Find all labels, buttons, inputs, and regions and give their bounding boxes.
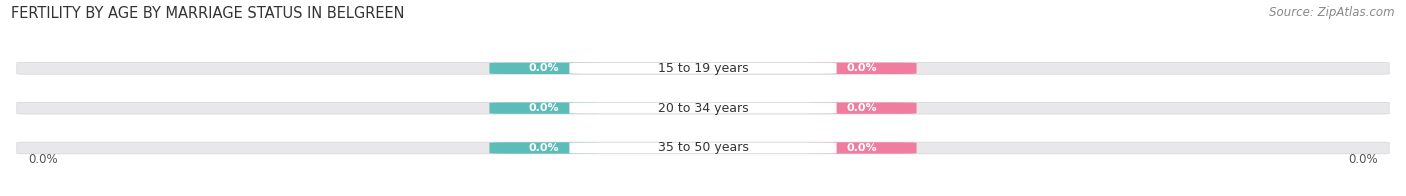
Text: 0.0%: 0.0%	[846, 143, 877, 153]
FancyBboxPatch shape	[489, 142, 599, 154]
FancyBboxPatch shape	[569, 142, 837, 154]
Text: 0.0%: 0.0%	[529, 63, 560, 73]
FancyBboxPatch shape	[489, 103, 599, 114]
Text: 0.0%: 0.0%	[846, 63, 877, 73]
Text: FERTILITY BY AGE BY MARRIAGE STATUS IN BELGREEN: FERTILITY BY AGE BY MARRIAGE STATUS IN B…	[11, 6, 405, 21]
Text: 0.0%: 0.0%	[529, 143, 560, 153]
FancyBboxPatch shape	[17, 142, 1389, 154]
Text: 0.0%: 0.0%	[529, 103, 560, 113]
Text: 15 to 19 years: 15 to 19 years	[658, 62, 748, 75]
FancyBboxPatch shape	[489, 63, 599, 74]
Text: 0.0%: 0.0%	[28, 153, 58, 166]
FancyBboxPatch shape	[807, 142, 917, 154]
FancyBboxPatch shape	[569, 63, 837, 74]
FancyBboxPatch shape	[807, 103, 917, 114]
FancyBboxPatch shape	[17, 102, 1389, 114]
Text: Source: ZipAtlas.com: Source: ZipAtlas.com	[1270, 6, 1395, 19]
FancyBboxPatch shape	[17, 63, 1389, 74]
Text: 0.0%: 0.0%	[1348, 153, 1378, 166]
FancyBboxPatch shape	[807, 63, 917, 74]
Text: 0.0%: 0.0%	[846, 103, 877, 113]
Text: 35 to 50 years: 35 to 50 years	[658, 142, 748, 154]
FancyBboxPatch shape	[569, 103, 837, 114]
Text: 20 to 34 years: 20 to 34 years	[658, 102, 748, 115]
